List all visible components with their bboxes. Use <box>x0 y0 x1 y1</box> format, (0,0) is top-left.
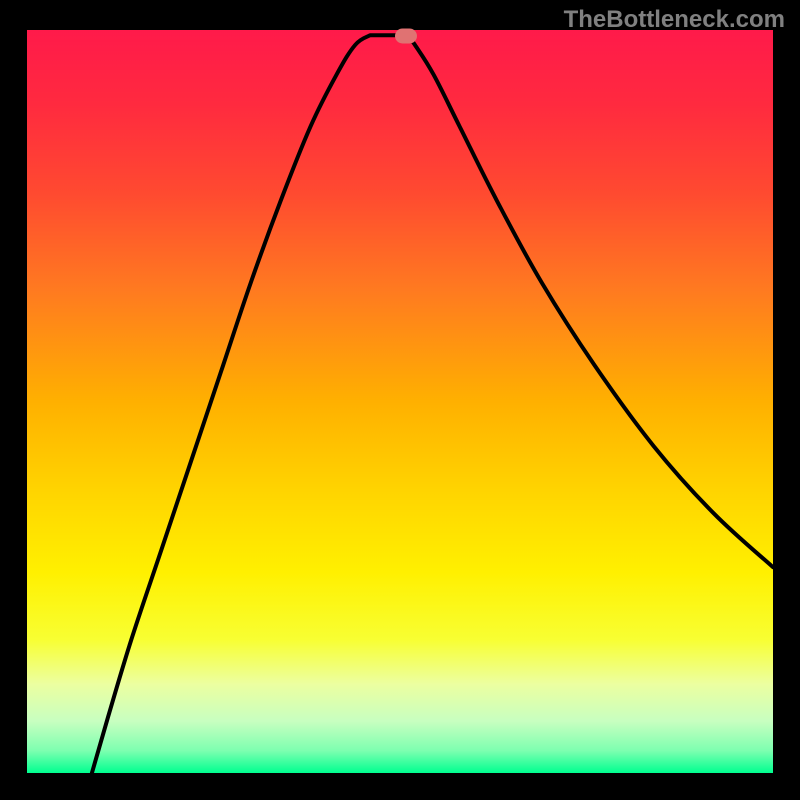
watermark-text: TheBottleneck.com <box>564 6 785 34</box>
bottleneck-curve <box>27 30 773 773</box>
plot-area <box>27 30 773 773</box>
optimal-point-marker <box>395 28 417 43</box>
chart-stage: TheBottleneck.com <box>0 0 800 800</box>
